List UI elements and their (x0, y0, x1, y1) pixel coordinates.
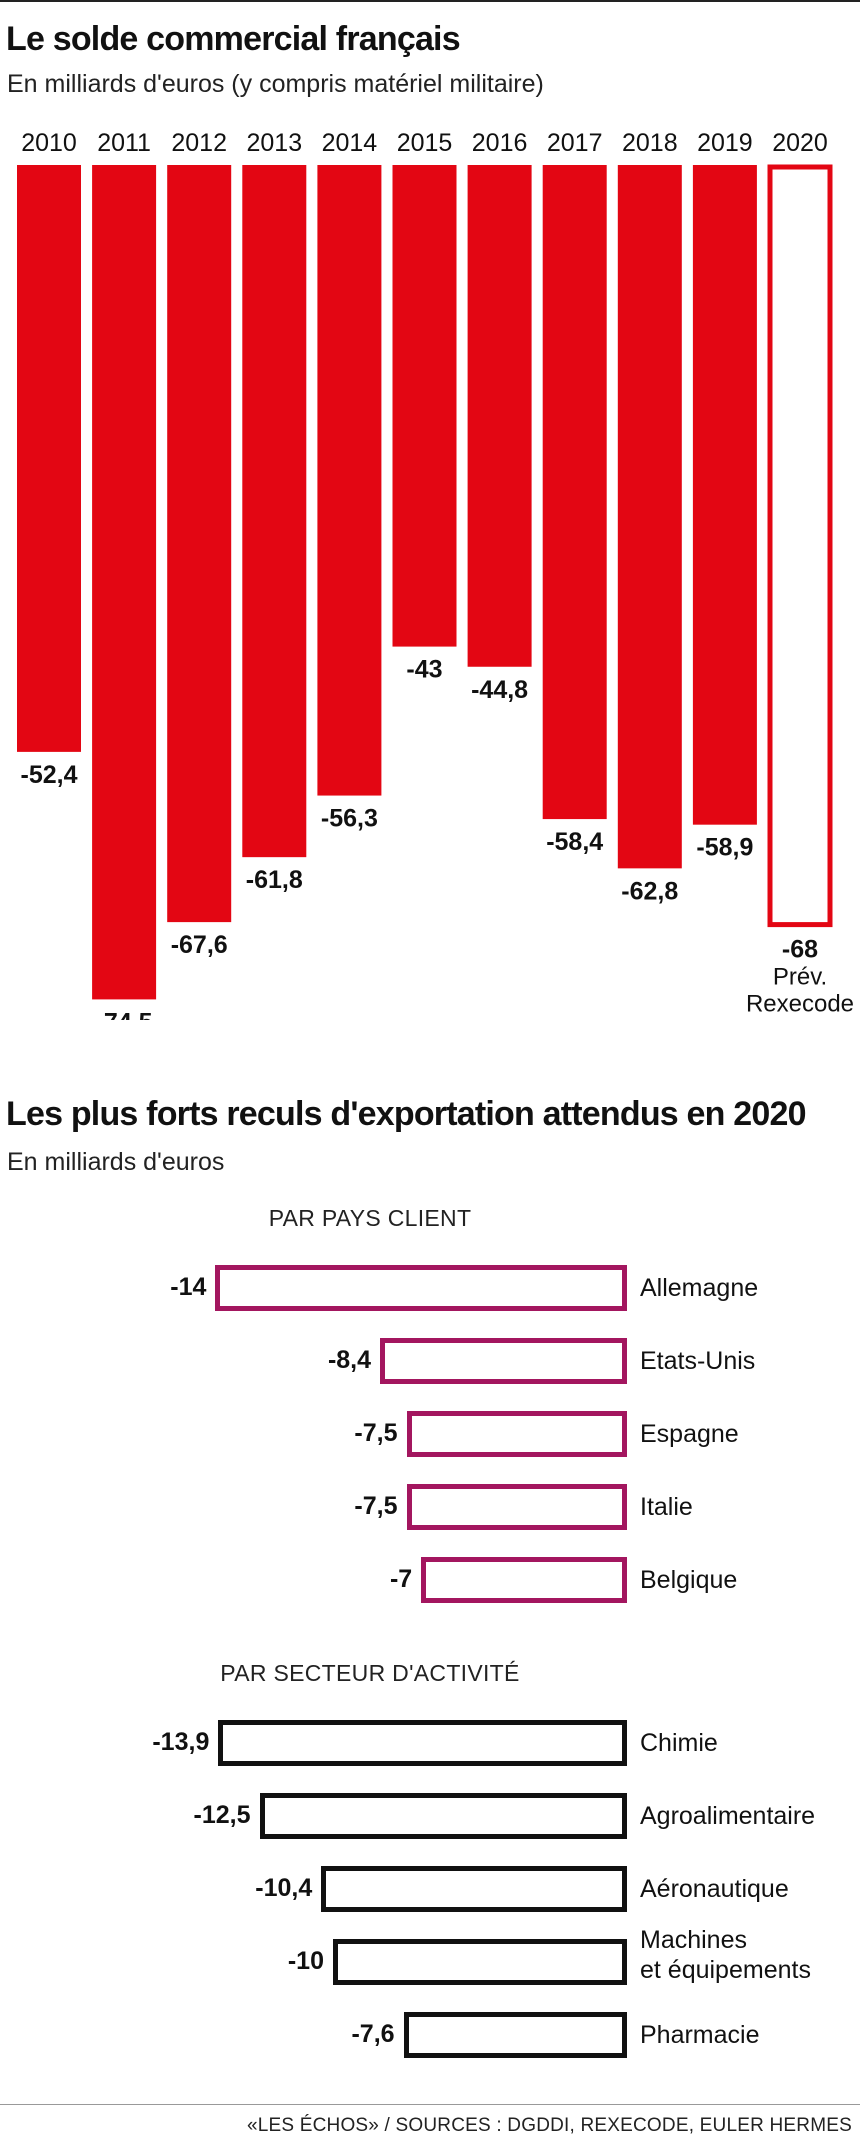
category-label: Belgique (640, 1566, 738, 1594)
bar-2014 (317, 165, 382, 796)
value-label-2017: -58,4 (546, 828, 603, 856)
bar (406, 1411, 627, 1457)
value-label: -7 (389, 1565, 413, 1593)
bar-row: -8,4 Etats-Unis (0, 1338, 860, 1384)
chart2-subtitle: En milliards d'euros (7, 1148, 225, 1176)
bar (421, 1557, 627, 1603)
bar-row: -13,9 Chimie (0, 1720, 860, 1766)
bar-row: -7,6 Pharmacie (0, 2012, 860, 2058)
year-label-2016: 2016 (472, 129, 528, 157)
bar-2010 (17, 165, 81, 752)
category-label: Etats-Unis (640, 1347, 756, 1375)
chart1-subtitle: En milliards d'euros (y compris matériel… (7, 70, 544, 98)
bar-row: -12,5 Agroalimentaire (0, 1793, 860, 1839)
bar-2013 (242, 165, 307, 858)
bar-2019 (692, 165, 757, 825)
value-label: -13,9 (152, 1728, 210, 1756)
bar-row: -7,5 Italie (0, 1484, 860, 1530)
value-label-2018: -62,8 (621, 877, 678, 905)
panel-header: PAR PAYS CLIENT (268, 1205, 472, 1231)
trade-balance-bar-chart: 2010 -52,4 2011 -74,5 2012 -67,6 2013 -61,8 2014… (17, 129, 854, 1020)
bar (406, 1484, 627, 1530)
chart2-title: Les plus forts reculs d'exportation atte… (6, 1095, 807, 1133)
year-label-2019: 2019 (697, 129, 753, 157)
bar-2017 (542, 165, 607, 820)
value-label: -8,4 (327, 1346, 372, 1374)
value-label: -7,5 (354, 1492, 398, 1520)
chart1-title: Le solde commercial français (6, 20, 461, 58)
year-label-2020: 2020 (772, 129, 828, 157)
bar (321, 1866, 627, 1912)
bar-row: -14 Allemagne (0, 1265, 860, 1311)
bar-row: -10,4 Aéronautique (0, 1866, 860, 1912)
forecast-note-1: Prév. (773, 964, 827, 991)
value-label: -7,6 (351, 2020, 395, 2048)
category-label: Italie (640, 1493, 693, 1521)
bar-2011 (92, 165, 157, 1000)
bar (259, 1793, 627, 1839)
bar (380, 1338, 627, 1384)
bar-row: -7 Belgique (0, 1557, 860, 1603)
value-label-2013: -61,8 (246, 866, 303, 894)
value-label-2015: -43 (406, 656, 442, 684)
value-label-2010: -52,4 (21, 761, 78, 789)
value-label-2014: -56,3 (321, 805, 378, 833)
bar-row: -10 Machines et équipements (0, 1926, 860, 1985)
value-label: -7,5 (354, 1419, 398, 1447)
bar-2018 (617, 165, 682, 869)
category-label: Machines et équipements (640, 1926, 811, 1984)
category-label: Aéronautique (640, 1875, 789, 1903)
bar-2015 (392, 165, 457, 647)
top-rule (0, 0, 860, 2)
bar (333, 1939, 627, 1985)
bar (215, 1265, 627, 1311)
year-label-2018: 2018 (622, 129, 678, 157)
category-label: Pharmacie (640, 2021, 760, 2049)
source-credit: «LES ÉCHOS» / SOURCES : DGDDI, REXECODE,… (246, 2115, 852, 2136)
category-label: Agroalimentaire (640, 1802, 816, 1830)
value-label-2019: -58,9 (696, 834, 753, 862)
year-label-2015: 2015 (397, 129, 453, 157)
year-label-2010: 2010 (21, 129, 77, 157)
year-label-2013: 2013 (246, 129, 302, 157)
bar (218, 1720, 627, 1766)
bar-2016 (467, 165, 532, 667)
value-label-2011: -74,5 (96, 1008, 153, 1020)
panel-header: PAR SECTEUR D'ACTIVITÉ (220, 1660, 520, 1686)
value-label-2016: -44,8 (471, 676, 528, 704)
year-label-2011: 2011 (97, 129, 151, 157)
bar-row: -7,5 Espagne (0, 1411, 860, 1457)
year-label-2012: 2012 (171, 129, 227, 157)
year-label-2014: 2014 (322, 129, 378, 157)
bar-2012 (167, 165, 232, 923)
value-label: -14 (170, 1273, 207, 1301)
bar-2020-forecast (767, 164, 833, 928)
bottom-rule (0, 2104, 860, 2105)
category-label: Chimie (640, 1729, 718, 1757)
forecast-note-2: Rexecode (746, 991, 854, 1018)
category-label: Allemagne (640, 1274, 759, 1302)
value-label-2012: -67,6 (171, 931, 228, 959)
value-label: -10 (287, 1947, 324, 1975)
value-label-2020: -68 (782, 936, 818, 964)
year-label-2017: 2017 (547, 129, 603, 157)
category-label: Espagne (640, 1420, 739, 1448)
value-label: -10,4 (255, 1874, 313, 1902)
value-label: -12,5 (193, 1801, 251, 1829)
bar (403, 2012, 627, 2058)
